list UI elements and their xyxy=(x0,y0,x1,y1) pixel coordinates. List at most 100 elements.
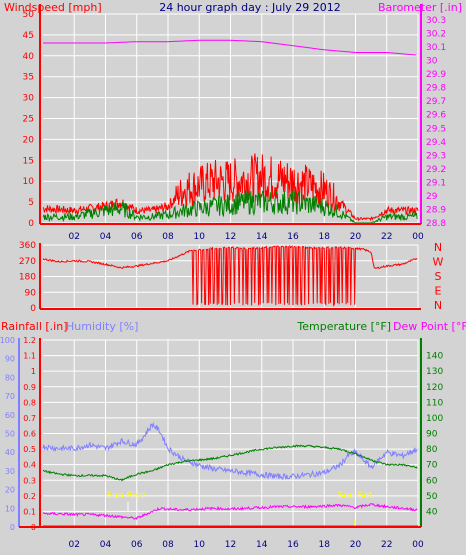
axis-lines xyxy=(18,4,422,528)
chart-title: 24 hour graph day : July 29 2012 xyxy=(159,1,341,14)
x-tick-label-bottom: 06 xyxy=(131,540,143,550)
humidity-line xyxy=(42,421,418,480)
x-tick-label-top: 10 xyxy=(194,232,206,242)
x-tick-label-bottom: 14 xyxy=(256,540,268,550)
windspeed-tick-label: 15 xyxy=(23,156,34,166)
humidity-tick-label: 90 xyxy=(5,355,15,364)
windspeed-tick-label: 30 xyxy=(23,94,35,104)
barometer-tick-label: 28.8 xyxy=(426,219,446,229)
humidity-axis-title: Humidity [%] xyxy=(66,320,138,333)
barometer-line xyxy=(43,39,417,56)
temperature-tick-label: 80 xyxy=(426,445,438,455)
rainfall-tick-label: 0 xyxy=(31,523,36,532)
windspeed-tick-label: 45 xyxy=(23,31,34,41)
x-tick-label-top: 12 xyxy=(225,232,236,242)
direction-tick-label: 0 xyxy=(30,304,36,314)
direction-tick-label: 180 xyxy=(19,273,36,283)
x-tick-label-bottom: 16 xyxy=(287,540,299,550)
windspeed-tick-label: 5 xyxy=(28,198,34,208)
rainfall-tick-label: 0.2 xyxy=(23,492,36,501)
humidity-tick-label: 0 xyxy=(10,523,15,532)
temperature-tick-label: 70 xyxy=(426,461,438,471)
x-tick-label-bottom: 00 xyxy=(412,540,424,550)
x-tick-label-top: 20 xyxy=(350,232,362,242)
x-tick-label-top: 08 xyxy=(162,232,174,242)
barometer-tick-label: 29 xyxy=(426,192,438,202)
barometer-tick-label: 30.2 xyxy=(426,30,446,40)
rainfall-axis-title: Rainfall [.in] xyxy=(1,320,68,333)
x-tick-label-bottom: 18 xyxy=(319,540,331,550)
rainfall-tick-label: 0.7 xyxy=(23,414,36,423)
sunrise-label: Sun Rise xyxy=(107,491,146,501)
x-tick-label-top: 04 xyxy=(100,232,112,242)
humidity-tick-label: 20 xyxy=(5,486,15,495)
temperature-tick-label: 140 xyxy=(426,352,443,362)
direction-tick-label: 90 xyxy=(25,288,37,298)
direction-compass-label: N xyxy=(434,299,442,312)
rainfall-tick-label: 1 xyxy=(31,367,36,376)
windspeed-axis-title: Windspeed [mph] xyxy=(4,1,102,14)
direction-tick-label: 360 xyxy=(19,241,36,251)
temperature-line xyxy=(42,444,418,482)
barometer-tick-label: 29.8 xyxy=(426,84,446,94)
barometer-tick-label: 28.9 xyxy=(426,205,446,215)
rainfall-tick-label: 0.1 xyxy=(23,507,36,516)
wind-direction-line xyxy=(42,244,418,307)
temperature-tick-label: 50 xyxy=(426,492,438,502)
sunset-label: Sun Set xyxy=(338,491,373,501)
humidity-tick-label: 30 xyxy=(5,467,15,476)
x-tick-label-top: 14 xyxy=(256,232,268,242)
rainfall-tick-label: 0.5 xyxy=(23,445,36,454)
x-tick-label-bottom: 10 xyxy=(194,540,206,550)
barometer-tick-label: 29.2 xyxy=(426,165,446,175)
windspeed-tick-label: 0 xyxy=(28,219,34,229)
windspeed-tick-label: 40 xyxy=(23,52,35,62)
x-tick-label-top: 06 xyxy=(131,232,143,242)
barometer-tick-label: 30.3 xyxy=(426,16,446,26)
direction-tick-label: 270 xyxy=(19,257,36,267)
barometer-tick-label: 29.3 xyxy=(426,151,446,161)
windspeed-tick-label: 25 xyxy=(23,115,34,125)
temperature-axis-title: Temperature [°F] xyxy=(296,320,391,333)
humidity-tick-label: 70 xyxy=(5,392,15,401)
direction-compass-label: E xyxy=(435,285,442,298)
windspeed-tick-label: 10 xyxy=(23,177,35,187)
humidity-tick-label: 100 xyxy=(0,336,15,345)
x-tick-label-bottom: 04 xyxy=(100,540,112,550)
dewpoint-line xyxy=(42,503,418,521)
temperature-tick-label: 110 xyxy=(426,398,443,408)
x-tick-label-top: 22 xyxy=(381,232,392,242)
direction-compass-label: W xyxy=(433,256,444,269)
temperature-tick-label: 120 xyxy=(426,383,443,393)
humidity-tick-label: 10 xyxy=(5,504,15,513)
temperature-tick-label: 130 xyxy=(426,367,443,377)
rainfall-tick-label: 1.2 xyxy=(23,336,36,345)
x-tick-label-top: 18 xyxy=(319,232,331,242)
windspeed-average-line xyxy=(42,189,418,224)
x-tick-label-top: 00 xyxy=(412,232,424,242)
humidity-tick-label: 40 xyxy=(5,448,15,457)
direction-compass-label: N xyxy=(434,241,442,254)
x-tick-label-bottom: 08 xyxy=(162,540,174,550)
barometer-tick-label: 29.9 xyxy=(426,70,446,80)
x-tick-label-bottom: 20 xyxy=(350,540,362,550)
temperature-tick-label: 100 xyxy=(426,414,443,424)
rainfall-tick-label: 0.3 xyxy=(23,476,36,485)
dewpoint-axis-title: Dew Point [°F] xyxy=(393,320,466,333)
temperature-tick-label: 90 xyxy=(426,430,438,440)
barometer-tick-label: 30 xyxy=(426,57,438,67)
barometer-axis-title: Barometer [.in] xyxy=(378,1,462,14)
x-tick-label-top: 02 xyxy=(69,232,80,242)
rainfall-tick-label: 1.1 xyxy=(23,352,36,361)
barometer-tick-label: 29.1 xyxy=(426,178,446,188)
humidity-tick-label: 50 xyxy=(5,430,15,439)
temperature-tick-label: 60 xyxy=(426,476,438,486)
barometer-tick-label: 30.1 xyxy=(426,43,446,53)
barometer-tick-label: 29.7 xyxy=(426,97,446,107)
direction-compass-label: S xyxy=(435,270,442,283)
x-tick-label-bottom: 12 xyxy=(225,540,236,550)
x-tick-label-bottom: 22 xyxy=(381,540,392,550)
barometer-tick-label: 29.4 xyxy=(426,138,446,148)
windspeed-tick-label: 50 xyxy=(23,10,35,20)
rainfall-tick-label: 0.9 xyxy=(23,383,36,392)
